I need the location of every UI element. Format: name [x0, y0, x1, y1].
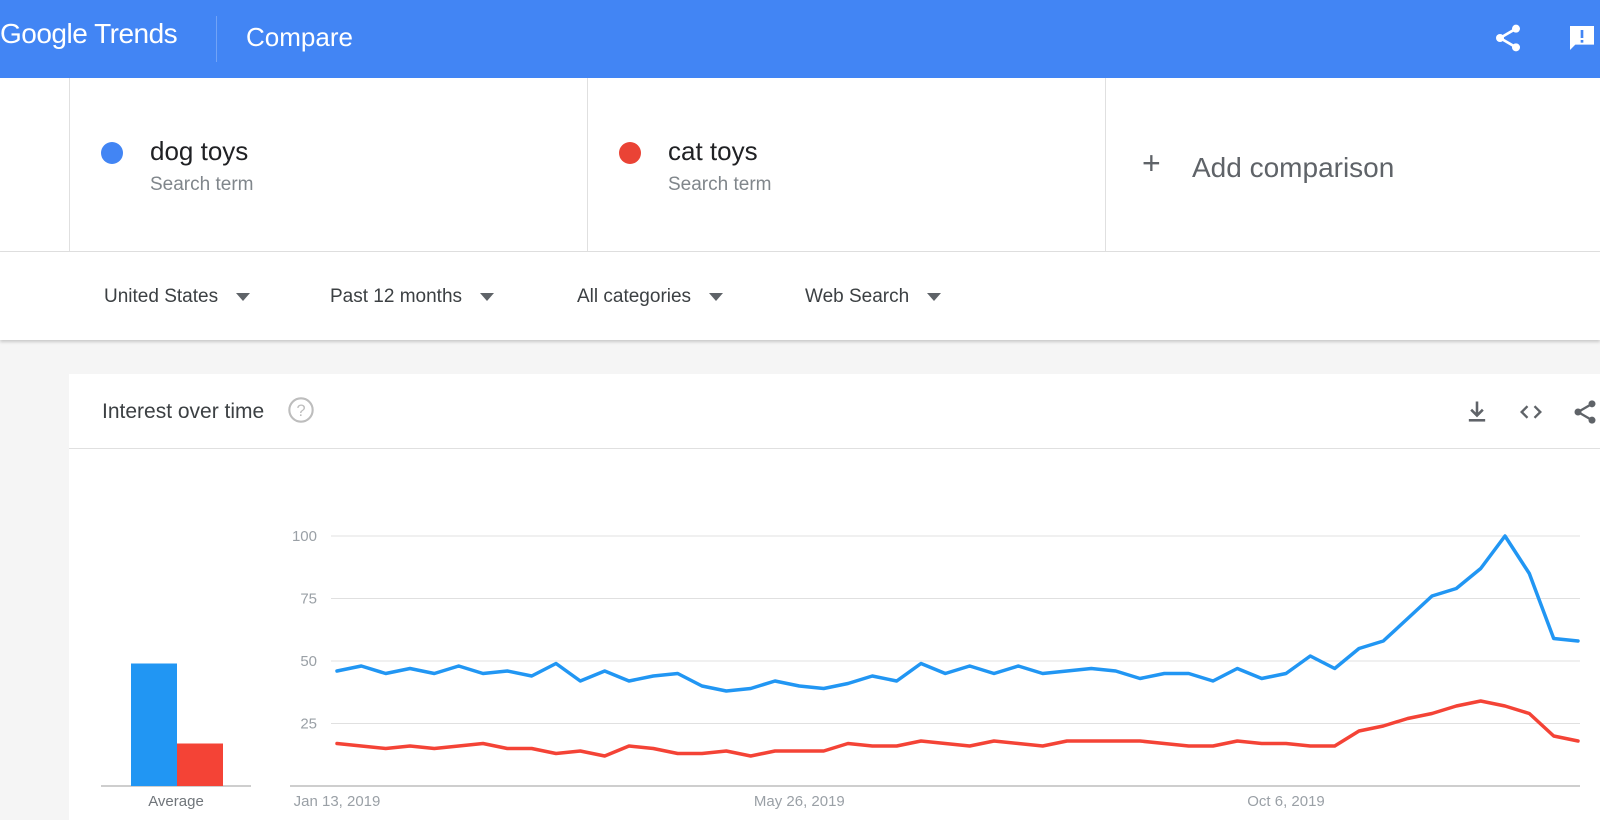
share-icon[interactable]	[1571, 398, 1599, 426]
add-comparison-button[interactable]: + Add comparison	[1105, 78, 1600, 252]
y-tick-label: 75	[300, 591, 317, 608]
region-dropdown[interactable]: United States	[104, 286, 251, 308]
series-color-dot	[101, 142, 123, 164]
comparison-terms-bar: dog toys Search term cat toys Search ter…	[0, 78, 1600, 252]
series-line-cat-toys[interactable]	[335, 699, 1580, 758]
download-icon[interactable]	[1463, 398, 1491, 426]
card-header: Interest over time ?	[69, 374, 1600, 449]
x-tick-label: May 26, 2019	[754, 793, 845, 810]
region-label: United States	[104, 286, 219, 307]
time-range-dropdown[interactable]: Past 12 months	[330, 286, 495, 308]
interest-over-time-card: Interest over time ?	[69, 374, 1600, 820]
category-dropdown[interactable]: All categories	[577, 286, 724, 308]
embed-icon[interactable]	[1517, 398, 1545, 426]
google-trends-logo[interactable]: Google Trends	[0, 18, 178, 49]
y-tick-label: 100	[292, 528, 317, 545]
average-label: Average	[148, 793, 204, 810]
svg-text:?: ?	[296, 402, 305, 420]
app-header: Google Trends Compare	[0, 0, 1600, 78]
caret-down-icon	[709, 293, 724, 301]
page-title: Compare	[246, 22, 353, 52]
time-range-label: Past 12 months	[330, 286, 463, 307]
term-card-cat-toys[interactable]: cat toys Search term	[587, 78, 1105, 252]
y-tick-label: 25	[300, 716, 317, 733]
share-icon[interactable]	[1492, 22, 1524, 54]
average-bar-dog-toys[interactable]	[131, 663, 177, 787]
help-icon[interactable]: ?	[287, 396, 315, 424]
caret-down-icon	[236, 293, 251, 301]
term-type: Search term	[150, 174, 254, 195]
search-type-label: Web Search	[805, 286, 910, 307]
term-card-dog-toys[interactable]: dog toys Search term	[69, 78, 587, 252]
search-type-dropdown[interactable]: Web Search	[805, 286, 942, 308]
filter-bar: United States Past 12 months All categor…	[0, 252, 1600, 340]
series-line-dog-toys[interactable]	[335, 534, 1580, 693]
x-tick-label: Jan 13, 2019	[294, 793, 381, 810]
add-comparison-label: Add comparison	[1192, 152, 1395, 183]
x-tick-label: Oct 6, 2019	[1247, 793, 1325, 810]
y-tick-label: 50	[300, 653, 317, 670]
caret-down-icon	[480, 293, 495, 301]
plus-icon: +	[1142, 145, 1161, 181]
term-type: Search term	[668, 174, 772, 195]
card-title: Interest over time	[102, 400, 265, 423]
category-label: All categories	[577, 286, 692, 307]
average-bar-cat-toys[interactable]	[177, 743, 223, 787]
series-color-dot	[619, 142, 641, 164]
feedback-icon[interactable]	[1566, 22, 1598, 54]
term-name[interactable]: dog toys	[150, 136, 249, 166]
term-name[interactable]: cat toys	[668, 136, 758, 166]
caret-down-icon	[927, 293, 942, 301]
header-divider	[216, 16, 217, 62]
